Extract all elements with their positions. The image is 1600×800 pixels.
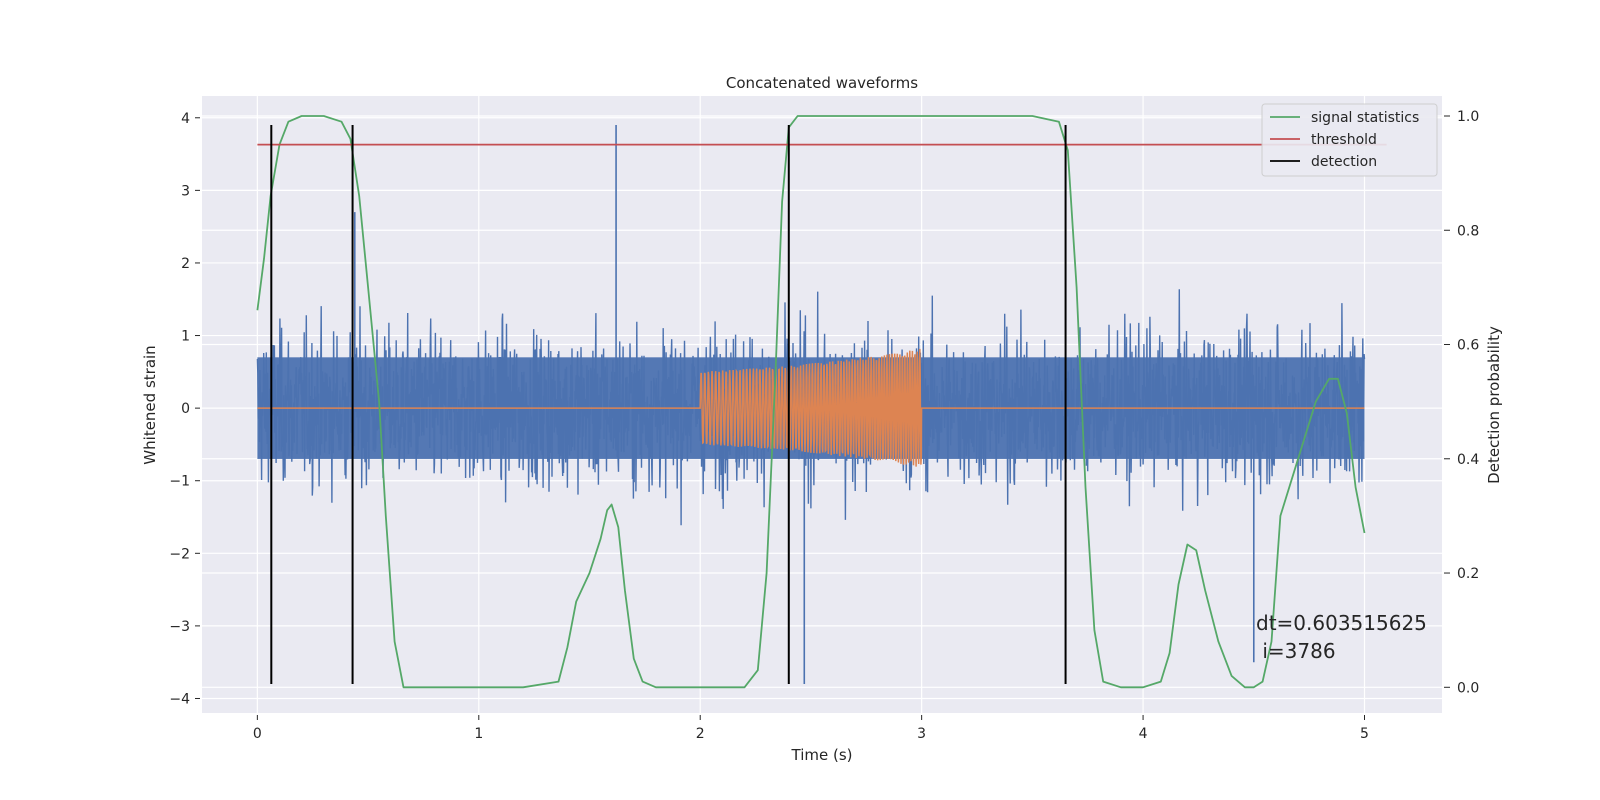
y-tick-label: −3 [169,619,190,635]
y-tick-label: 2 [181,256,190,272]
x-tick-label: 3 [917,726,926,742]
legend-box [1261,103,1438,177]
x-tick-label: 5 [1360,726,1369,742]
y-axis-label: Whitened strain [141,345,159,464]
y-tick-label: −2 [169,546,190,562]
x-axis-label: Time (s) [791,746,853,764]
legend-label-threshold: threshold [1311,132,1377,148]
signal-statistics-series [256,115,1366,689]
y-tick-label: −1 [169,474,190,490]
y-right-tick-label: 0.6 [1457,338,1479,354]
x-tick-label: 2 [696,726,705,742]
y-right-tick-label: 0.4 [1457,452,1479,468]
y-axis-right-label: Detection probability [1485,326,1503,484]
x-tick-label: 0 [253,726,262,742]
legend: signal statistics threshold detection [1261,103,1438,177]
x-tick-label: 1 [474,726,483,742]
series-layer [256,115,1387,689]
annotation-index: i=3786 [1256,639,1336,663]
y-right-tick-label: 0.2 [1457,566,1479,582]
y-right-tick-label: 0.0 [1457,680,1479,696]
waveform-chirp-series [257,348,1365,467]
y-right-tick-label: 1.0 [1457,109,1479,125]
y-tick-label: 3 [181,183,190,199]
y-tick-label: 4 [181,111,190,127]
tick-layer: 0 1 2 3 4 5 −4 −3 −2 −1 0 1 2 3 4 0.0 0.2 0.4 0.6 0.8 1.0 [169,109,1479,742]
annotation-dt: dt=0.603515625 [1256,611,1427,635]
y-tick-label: 1 [181,329,190,345]
legend-label-signal-statistics: signal statistics [1311,110,1419,126]
chart-title: Concatenated waveforms [726,74,918,92]
y-right-tick-label: 0.8 [1457,223,1479,239]
x-tick-label: 4 [1139,726,1148,742]
legend-label-detection: detection [1311,154,1377,170]
y-tick-label: −4 [169,691,190,707]
y-tick-label: 0 [181,401,190,417]
